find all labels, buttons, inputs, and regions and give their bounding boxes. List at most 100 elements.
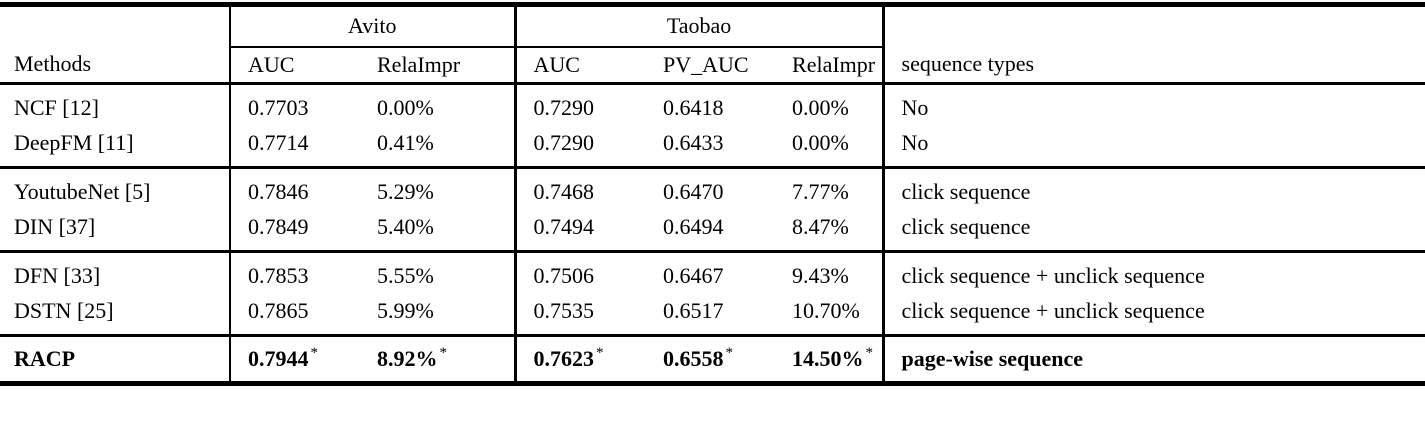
col-header-taobao-pv-auc: PV_AUC (646, 46, 776, 85)
method-cell: DIN [37] (0, 209, 231, 252)
metric-value: 0.41% (377, 130, 434, 156)
value-cell: 0.7853 (230, 252, 360, 294)
value-cell: 0.6494 (646, 210, 775, 252)
value-cell: 0.00% (775, 83, 885, 126)
method-cell: YoutubeNet [5] (0, 167, 231, 210)
metric-value: 0.00% (377, 94, 434, 120)
value-cell: 0.6517 (646, 294, 775, 336)
value-cell: 0.6470 (646, 168, 775, 210)
metric-value: 8.47% (792, 214, 849, 240)
sequence-type-cell: No (901, 130, 929, 156)
col-header-taobao-auc: AUC (515, 46, 647, 85)
sequence-type-cell: click sequence + unclick sequence (901, 262, 1205, 288)
metric-value: 14.50% (792, 346, 864, 371)
significance-star: * (310, 344, 319, 361)
significance-star: * (439, 344, 448, 361)
empty-header-cell (883, 5, 1425, 47)
value-cell: 0.7849 (230, 210, 360, 252)
value-cell: 0.7506 (515, 252, 646, 294)
value-cell: 0.6558 * (646, 336, 775, 384)
metric-value: 7.77% (792, 178, 849, 204)
col-header-taobao-relaimpr: RelaImpr (775, 46, 885, 85)
method-cell: NCF [12] (0, 83, 231, 126)
value-cell: 8.92% * (360, 335, 517, 384)
significance-star: * (865, 344, 874, 361)
col-header-avito-relaimpr: RelaImpr (360, 46, 517, 85)
value-cell: 0.41% (360, 125, 517, 168)
metric-value: 0.7865 (248, 298, 309, 324)
value-cell: 9.43% (775, 251, 885, 294)
value-cell: 0.6433 (646, 126, 775, 168)
value-cell: 0.7290 (515, 84, 646, 126)
value-cell: 0.7846 (230, 168, 360, 210)
value-cell: 0.6467 (646, 252, 775, 294)
value-cell: 0.7494 (515, 210, 646, 252)
value-cell: 0.7714 (230, 126, 360, 168)
table-row: DFN [33] 0.7853 5.55% 0.7506 0.6467 9.43% clic… (0, 251, 1425, 294)
metric-value: 10.70% (792, 298, 860, 324)
dataset-header-avito: Avito (230, 4, 517, 48)
metric-value: 0.7714 (248, 130, 309, 156)
metric-value: 8.92% (377, 346, 438, 371)
column-header-row: Methods AUC RelaImpr AUC PV_AUC RelaImpr… (0, 46, 1425, 85)
metric-value: 0.7623 (533, 346, 595, 371)
col-header-methods: Methods (0, 46, 231, 85)
metric-value: 0.00% (792, 94, 849, 120)
value-cell: 7.77% (775, 167, 885, 210)
value-cell: 0.7290 (515, 126, 646, 168)
metric-value: 0.7290 (533, 94, 595, 120)
value-cell: 0.6418 (646, 84, 775, 126)
metric-value: 5.29% (377, 178, 434, 204)
table-row: DeepFM [11] 0.7714 0.41% 0.7290 0.6433 0.00% N… (0, 125, 1425, 168)
method-group-3: DFN [33] 0.7853 5.55% 0.7506 0.6467 9.43% clic… (0, 251, 1425, 336)
metric-value: 5.55% (377, 262, 434, 288)
value-cell: 0.7865 (230, 294, 360, 336)
dataset-header-taobao: Taobao (515, 4, 885, 48)
table-row: RACP 0.7944 * 8.92% * 0.7623 * 0.6558 * 14.50% * pa… (0, 335, 1425, 384)
dataset-header-row: Avito Taobao (0, 4, 1425, 48)
metric-value: 5.40% (377, 214, 434, 240)
metric-value: 0.7494 (533, 214, 595, 240)
value-cell: 5.40% (360, 209, 517, 252)
value-cell: 0.00% (775, 125, 885, 168)
value-cell: 14.50% * (775, 335, 885, 384)
value-cell: 10.70% (775, 293, 885, 336)
metric-value: 0.7468 (533, 178, 595, 204)
value-cell: 8.47% (775, 209, 885, 252)
metric-value: 0.6467 (663, 262, 724, 288)
table-row: DSTN [25] 0.7865 5.99% 0.7535 0.6517 10.70% cl… (0, 293, 1425, 336)
metric-value: 0.6418 (663, 94, 724, 120)
metric-value: 0.7290 (533, 130, 595, 156)
sequence-type-cell: No (901, 94, 929, 120)
metric-value: 0.7944 (248, 346, 309, 371)
method-group-4: RACP 0.7944 * 8.92% * 0.7623 * 0.6558 * 14.50% * pa… (0, 335, 1425, 384)
metric-value: 9.43% (792, 262, 849, 288)
metric-value: 0.7703 (248, 94, 309, 120)
sequence-type-cell: click sequence + unclick sequence (901, 298, 1205, 324)
value-cell: 0.7468 (515, 168, 646, 210)
value-cell: 0.00% (360, 83, 517, 126)
results-table: Avito Taobao Methods AUC RelaImpr AUC PV… (0, 2, 1425, 386)
metric-value: 0.6470 (663, 178, 724, 204)
metric-value: 0.7849 (248, 214, 309, 240)
empty-header-cell (0, 4, 231, 47)
metric-value: 0.6494 (663, 214, 724, 240)
method-cell: RACP (0, 335, 231, 384)
value-cell: 5.29% (360, 167, 517, 210)
value-cell: 0.7944 * (230, 336, 360, 384)
metric-value: 5.99% (377, 298, 434, 324)
metric-value: 0.7535 (533, 298, 595, 324)
method-cell: DFN [33] (0, 251, 231, 294)
significance-star: * (725, 344, 734, 361)
col-header-sequence-types: sequence types (883, 46, 1425, 85)
method-cell: DeepFM [11] (0, 125, 231, 168)
sequence-type-cell: page-wise sequence (901, 346, 1084, 371)
value-cell: 0.7623 * (515, 336, 646, 384)
metric-value: 0.00% (792, 130, 849, 156)
col-header-avito-auc: AUC (230, 46, 360, 85)
value-cell: 5.55% (360, 251, 517, 294)
table-row: YoutubeNet [5] 0.7846 5.29% 0.7468 0.6470 7.7… (0, 167, 1425, 210)
table-row: NCF [12] 0.7703 0.00% 0.7290 0.6418 0.00% No (0, 83, 1425, 126)
metric-value: 0.7853 (248, 262, 309, 288)
